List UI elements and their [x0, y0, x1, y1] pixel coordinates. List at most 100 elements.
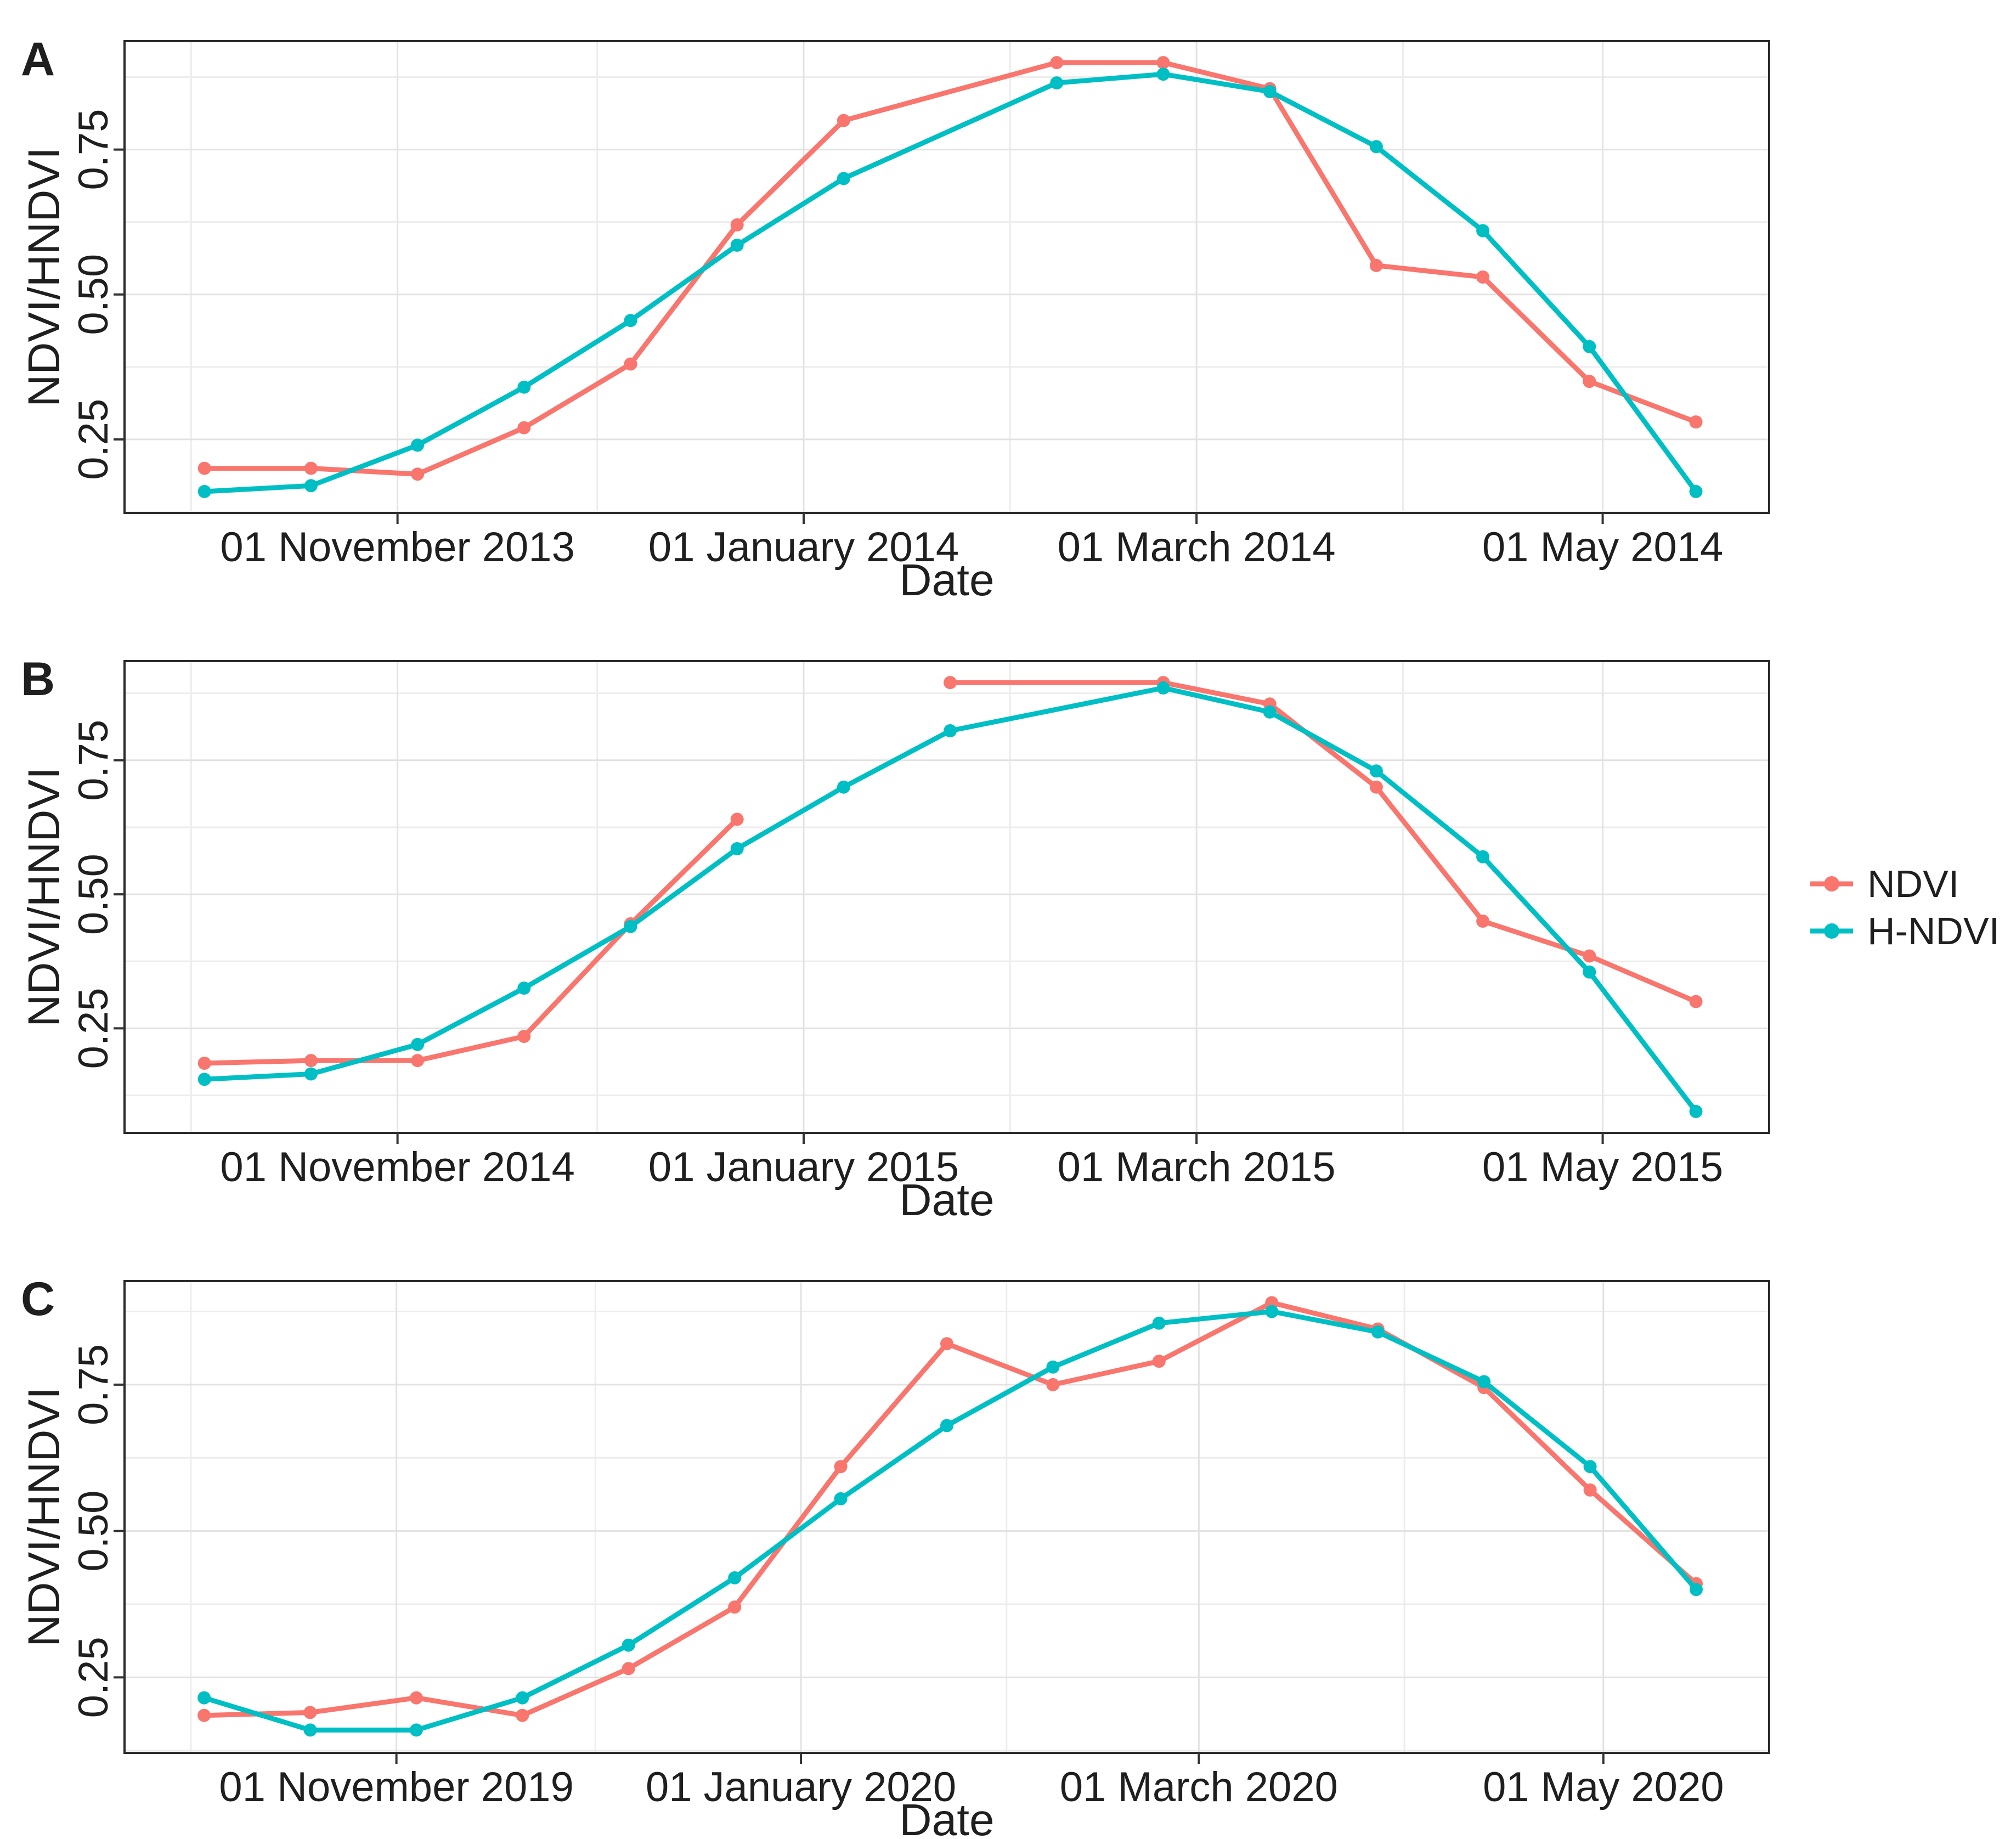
y-axis-title: NDVI/HNDVI [19, 147, 69, 407]
x-axis-title: Date [899, 1795, 994, 1839]
data-point-NDVI [837, 114, 850, 127]
x-tick-label: 01 May 2014 [1482, 524, 1723, 571]
data-point-NDVI [517, 421, 531, 435]
plot-border [123, 1280, 1770, 1754]
data-point-H-NDVI [730, 238, 744, 252]
data-point-NDVI [1583, 375, 1596, 388]
series-line-NDVI [201, 1300, 1699, 1718]
y-tick-label: 0.50 [70, 854, 117, 935]
data-point-H-NDVI [728, 1571, 742, 1584]
series-line-NDVI [202, 60, 1698, 477]
data-point-NDVI [516, 1708, 529, 1722]
data-point-H-NDVI [1156, 67, 1170, 81]
data-point-NDVI [1369, 258, 1383, 272]
data-point-NDVI [411, 1054, 425, 1068]
data-point-H-NDVI [409, 1723, 423, 1737]
data-point-H-NDVI [1689, 484, 1703, 498]
data-point-H-NDVI [622, 1638, 635, 1652]
data-point-H-NDVI [1152, 1316, 1166, 1330]
data-point-NDVI [1369, 780, 1383, 794]
data-point-H-NDVI [304, 1067, 318, 1081]
data-point-H-NDVI [197, 1073, 211, 1086]
data-point-NDVI [517, 1030, 531, 1043]
y-tick-label: 0.75 [70, 1344, 117, 1425]
plot-border [123, 40, 1770, 514]
data-point-H-NDVI [1263, 84, 1277, 98]
data-point-H-NDVI [624, 314, 637, 328]
data-point-H-NDVI [1476, 224, 1490, 238]
data-point-H-NDVI [197, 1691, 211, 1705]
data-point-H-NDVI [834, 1492, 848, 1505]
y-tick-label: 0.25 [70, 399, 117, 480]
data-point-H-NDVI [411, 1037, 425, 1051]
x-tick-label: 01 January 2014 [648, 524, 959, 571]
data-point-H-NDVI [837, 780, 850, 794]
data-point-NDVI [730, 218, 744, 232]
series-line-H-NDVI [201, 1309, 1699, 1733]
data-point-NDVI [197, 461, 211, 475]
data-point-H-NDVI [1583, 965, 1596, 979]
data-point-H-NDVI [517, 380, 531, 394]
data-point-H-NDVI [837, 172, 850, 185]
data-point-H-NDVI [624, 920, 637, 933]
data-point-H-NDVI [1690, 1583, 1703, 1597]
data-point-H-NDVI [1583, 340, 1596, 353]
data-point-H-NDVI [1156, 681, 1170, 695]
y-axis-title: NDVI/HNDVI [19, 767, 69, 1027]
x-tick-label: 01 January 2015 [648, 1144, 959, 1191]
y-tick-label: 0.75 [70, 109, 117, 190]
x-tick-label: 01 November 2014 [220, 1144, 574, 1191]
data-point-NDVI [411, 467, 425, 481]
data-point-NDVI [940, 1337, 953, 1351]
y-tick-label: 0.50 [70, 254, 117, 335]
legend-item-hndvi: H-NDVI [1810, 910, 2000, 952]
data-point-NDVI [730, 813, 744, 826]
data-point-NDVI [304, 1054, 318, 1068]
x-tick-label: 01 March 2014 [1058, 524, 1336, 571]
legend-label-ndvi: NDVI [1867, 862, 1959, 905]
data-point-NDVI [1050, 56, 1064, 70]
data-point-NDVI [944, 676, 957, 690]
panels: 01 November 2013 01 January 2014 01 March … [19, 33, 1770, 1839]
data-point-H-NDVI [1689, 1104, 1703, 1118]
data-point-H-NDVI [303, 1723, 317, 1737]
x-tick-label: 01 March 2015 [1058, 1144, 1336, 1191]
x-axis-title: Date [899, 1175, 994, 1225]
data-point-NDVI [622, 1662, 635, 1676]
data-point-H-NDVI [944, 724, 957, 737]
panel-C: 01 November 2019 01 January 2020 01 March … [19, 1273, 1770, 1839]
y-axis-title: NDVI/HNDVI [19, 1387, 69, 1647]
data-point-H-NDVI [1050, 76, 1064, 90]
panel-B: 01 November 2014 01 January 2015 01 March … [19, 653, 1770, 1225]
data-point-NDVI [304, 461, 318, 475]
legend-label-hndvi: H-NDVI [1867, 910, 2000, 952]
x-tick-label: 01 May 2015 [1482, 1144, 1723, 1191]
data-point-H-NDVI [730, 842, 744, 855]
data-point-NDVI [197, 1708, 211, 1722]
data-point-H-NDVI [1477, 1375, 1491, 1389]
data-point-NDVI [1476, 270, 1490, 284]
data-point-NDVI [1583, 949, 1596, 963]
x-tick-label: 01 November 2013 [220, 524, 574, 571]
data-point-NDVI [303, 1706, 317, 1719]
data-point-NDVI [409, 1691, 423, 1705]
data-point-NDVI [728, 1600, 742, 1614]
series-line-H-NDVI [202, 685, 1698, 1114]
series-line-H-NDVI [202, 71, 1698, 494]
series-line-NDVI [202, 816, 740, 1066]
x-tick-label: 01 January 2020 [646, 1764, 956, 1810]
data-point-H-NDVI [1583, 1460, 1597, 1474]
data-point-NDVI [1476, 915, 1490, 928]
x-axis-title: Date [899, 555, 994, 605]
y-tick-label: 0.25 [70, 1637, 117, 1718]
y-tick-label: 0.75 [70, 720, 117, 801]
x-tick-label: 01 November 2019 [219, 1764, 573, 1810]
data-point-H-NDVI [1371, 1325, 1385, 1339]
data-point-NDVI [1046, 1378, 1060, 1391]
data-point-H-NDVI [517, 981, 531, 995]
data-point-H-NDVI [1265, 1305, 1279, 1318]
data-point-NDVI [1583, 1483, 1597, 1497]
data-point-NDVI [197, 1057, 211, 1070]
